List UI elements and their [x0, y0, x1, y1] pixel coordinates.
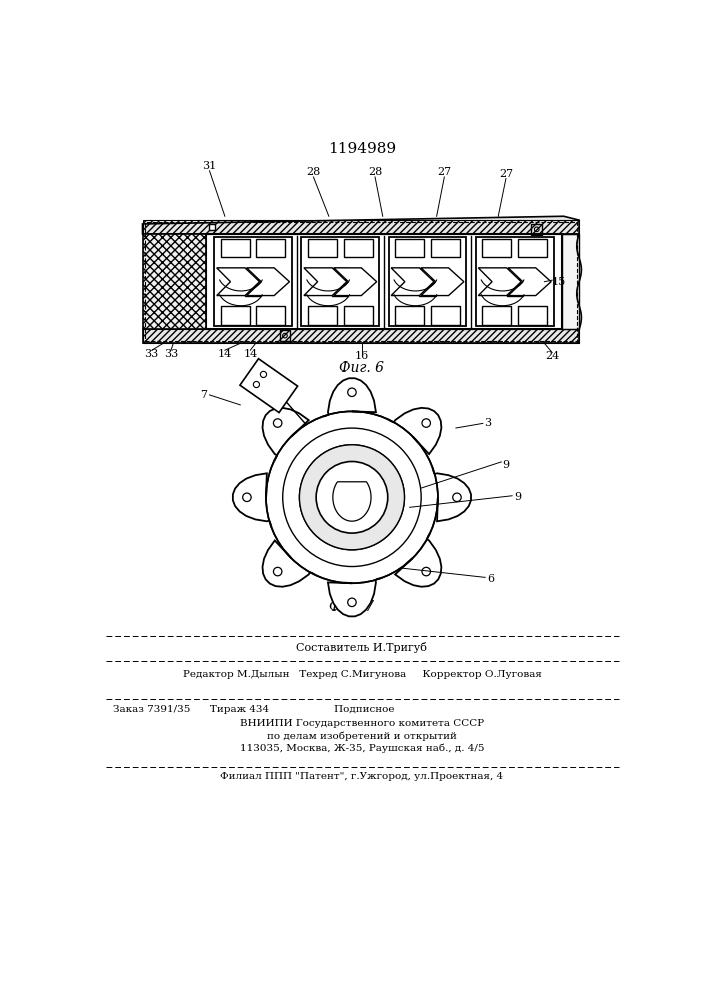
- Bar: [344, 306, 373, 325]
- Circle shape: [422, 419, 431, 427]
- Text: 28: 28: [368, 167, 382, 177]
- Circle shape: [300, 445, 404, 550]
- Text: 33: 33: [145, 349, 159, 359]
- Text: 33: 33: [164, 349, 178, 359]
- Circle shape: [243, 493, 251, 502]
- Circle shape: [348, 598, 356, 607]
- Text: 16: 16: [355, 351, 369, 361]
- Bar: [308, 306, 337, 325]
- Text: 28: 28: [306, 167, 320, 177]
- Polygon shape: [143, 329, 579, 343]
- Bar: [308, 239, 337, 257]
- Text: 6: 6: [487, 574, 494, 584]
- Bar: [143, 329, 579, 343]
- Text: Заказ 7391/35      Тираж 434                    Подписное: Заказ 7391/35 Тираж 434 Подписное: [113, 705, 395, 714]
- Bar: [332, 268, 349, 279]
- Bar: [214, 237, 292, 326]
- Text: 1194989: 1194989: [328, 142, 396, 156]
- Text: 31: 31: [202, 161, 216, 171]
- Text: 14: 14: [243, 349, 257, 359]
- Bar: [221, 239, 250, 257]
- Text: Фиг. 6: Фиг. 6: [339, 361, 385, 375]
- Text: 27: 27: [499, 169, 513, 179]
- Text: 9: 9: [503, 460, 510, 470]
- Circle shape: [452, 493, 461, 502]
- Bar: [431, 239, 460, 257]
- Text: Филиал ППП "Патент", г.Ужгород, ул.Проектная, 4: Филиал ППП "Патент", г.Ужгород, ул.Проек…: [221, 772, 503, 781]
- Bar: [395, 306, 424, 325]
- Text: 14: 14: [218, 349, 232, 359]
- Bar: [221, 306, 250, 325]
- Circle shape: [253, 381, 259, 388]
- Bar: [419, 284, 436, 296]
- Bar: [245, 268, 261, 279]
- Bar: [518, 239, 547, 257]
- Polygon shape: [247, 268, 289, 296]
- Bar: [395, 239, 424, 257]
- Text: 9: 9: [514, 492, 521, 502]
- Circle shape: [422, 567, 431, 576]
- Text: Фиг. 7: Фиг. 7: [329, 600, 375, 614]
- Bar: [507, 284, 522, 296]
- Polygon shape: [333, 482, 371, 521]
- Bar: [562, 234, 579, 329]
- Bar: [389, 237, 467, 326]
- Text: Составитель И.Тригуб: Составитель И.Тригуб: [296, 642, 428, 653]
- Polygon shape: [508, 268, 551, 296]
- Polygon shape: [143, 216, 579, 234]
- Text: 15: 15: [551, 277, 566, 287]
- Bar: [206, 234, 562, 329]
- Bar: [344, 239, 373, 257]
- Text: 113035, Москва, Ж-35, Раушская наб., д. 4/5: 113035, Москва, Ж-35, Раушская наб., д. …: [240, 744, 484, 753]
- Polygon shape: [334, 268, 377, 296]
- Circle shape: [267, 413, 437, 582]
- Bar: [245, 284, 261, 296]
- Text: 3: 3: [484, 418, 491, 428]
- Text: по делам изобретений и открытий: по делам изобретений и открытий: [267, 731, 457, 741]
- Text: 7: 7: [201, 390, 208, 400]
- Polygon shape: [240, 359, 298, 413]
- Text: Редактор М.Дылын   Техред С.Мигунова     Корректор О.Луговая: Редактор М.Дылын Техред С.Мигунова Корре…: [182, 670, 542, 679]
- Bar: [532, 224, 542, 235]
- Circle shape: [274, 567, 282, 576]
- Bar: [431, 306, 460, 325]
- Bar: [279, 330, 291, 341]
- Bar: [419, 268, 436, 279]
- Bar: [507, 268, 522, 279]
- Bar: [332, 284, 349, 296]
- Polygon shape: [421, 268, 464, 296]
- Bar: [301, 237, 379, 326]
- Circle shape: [274, 419, 282, 427]
- Text: ВНИИПИ Государственного комитета СССР: ВНИИПИ Государственного комитета СССР: [240, 719, 484, 728]
- Bar: [143, 220, 579, 234]
- Bar: [209, 224, 215, 230]
- Polygon shape: [233, 378, 471, 616]
- Bar: [257, 306, 286, 325]
- Polygon shape: [391, 268, 434, 296]
- Bar: [482, 306, 511, 325]
- Circle shape: [316, 461, 387, 533]
- Polygon shape: [479, 268, 521, 296]
- Circle shape: [348, 388, 356, 397]
- Bar: [145, 222, 577, 341]
- Polygon shape: [217, 268, 259, 296]
- Bar: [482, 239, 511, 257]
- Bar: [143, 234, 206, 329]
- Bar: [257, 239, 286, 257]
- Bar: [476, 237, 554, 326]
- Bar: [518, 306, 547, 325]
- Text: 24: 24: [545, 351, 559, 361]
- Circle shape: [260, 371, 267, 378]
- Text: 27: 27: [438, 167, 451, 177]
- Polygon shape: [304, 268, 346, 296]
